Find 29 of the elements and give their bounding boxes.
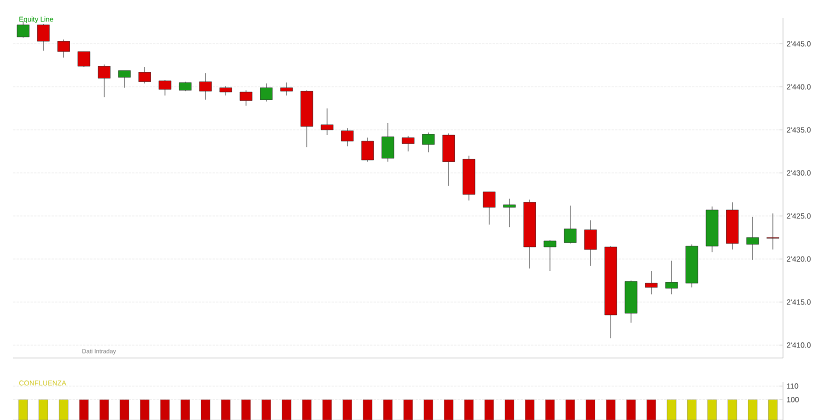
candlestick [158,80,172,96]
candlestick [402,136,414,152]
candlestick [78,51,90,68]
candlestick [766,213,780,250]
candlestick [341,128,354,147]
candlestick [382,122,394,162]
candlestick [37,24,50,51]
candlestick [482,192,496,225]
candlestick [16,21,30,38]
candlestick [544,240,556,272]
candlestick [57,39,70,58]
candlestick [361,137,374,162]
candlestick [240,90,252,106]
candlestick [178,81,192,92]
candlestick [118,70,131,88]
candlestick [199,72,212,100]
candlestick [422,132,435,153]
candlestick [98,64,110,98]
candlestick [584,220,597,266]
candlestick [260,83,273,102]
candlestick [280,82,293,96]
candlestick [219,86,232,96]
candlestick [645,270,658,295]
candlestick [503,198,516,228]
candlestick [320,108,334,136]
candlestick [138,66,151,84]
candlestick [665,260,678,295]
candlestick [564,205,577,244]
candlestick [746,216,759,260]
